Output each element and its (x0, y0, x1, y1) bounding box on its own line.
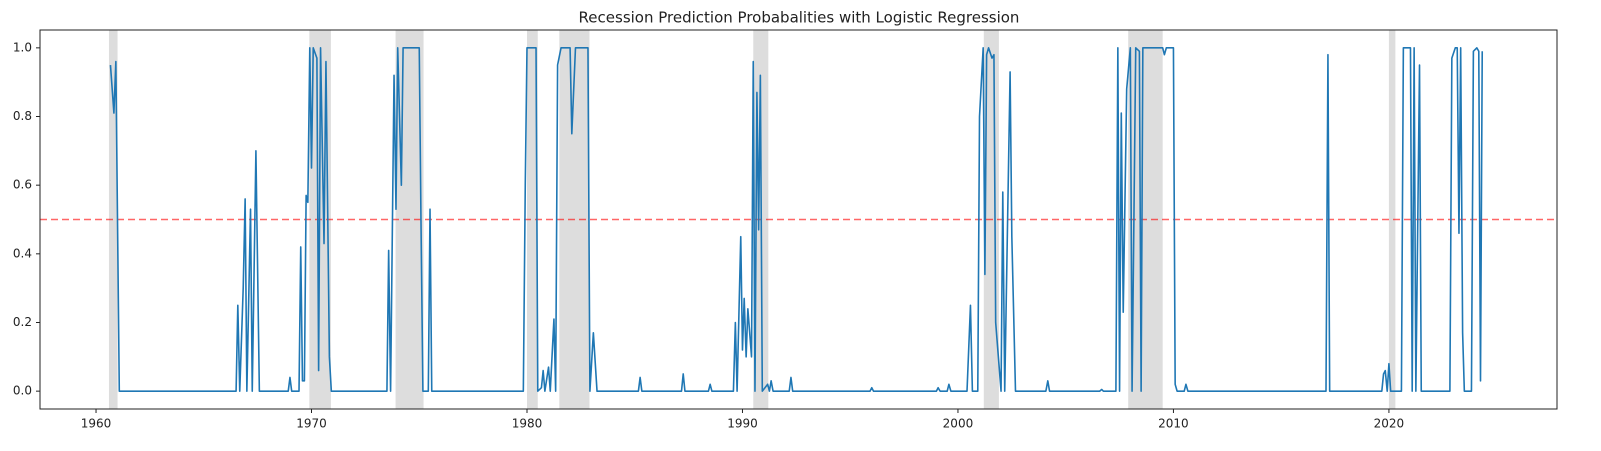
x-tick-label: 1980 (512, 417, 543, 431)
recession-span (108, 30, 118, 409)
probability-line (109, 47, 1484, 392)
x-tick-label: 2000 (943, 417, 974, 431)
plot-frame (39, 29, 1558, 410)
recession-span (1388, 30, 1396, 409)
y-tick-label: 1.0 (13, 40, 32, 54)
chart-title: Recession Prediction Probabalities with … (579, 9, 1020, 27)
recession-span (526, 30, 538, 409)
y-tick-label: 0.8 (13, 109, 32, 123)
x-tick-label: 2020 (1374, 417, 1405, 431)
y-tick-label: 0.6 (13, 178, 32, 192)
x-tick-label: 2010 (1158, 417, 1189, 431)
x-tick-label: 1960 (81, 417, 112, 431)
y-tick-label: 0.2 (13, 315, 32, 329)
x-tick-label: 1990 (727, 417, 758, 431)
x-tick-label: 1970 (296, 417, 327, 431)
y-tick-label: 0.0 (13, 384, 32, 398)
y-tick-label: 0.4 (13, 246, 32, 260)
